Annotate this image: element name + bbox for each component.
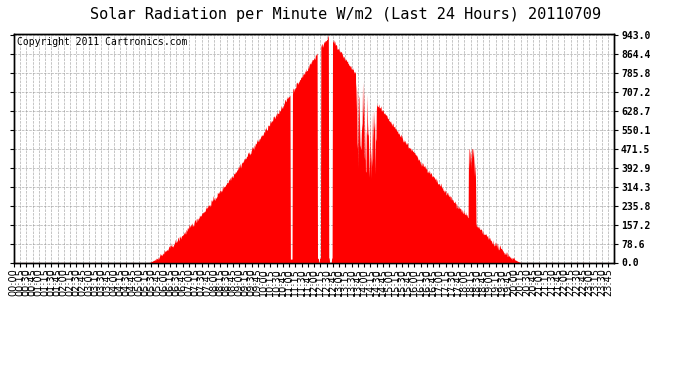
Text: Copyright 2011 Cartronics.com: Copyright 2011 Cartronics.com: [17, 37, 187, 47]
Text: Solar Radiation per Minute W/m2 (Last 24 Hours) 20110709: Solar Radiation per Minute W/m2 (Last 24…: [90, 8, 600, 22]
